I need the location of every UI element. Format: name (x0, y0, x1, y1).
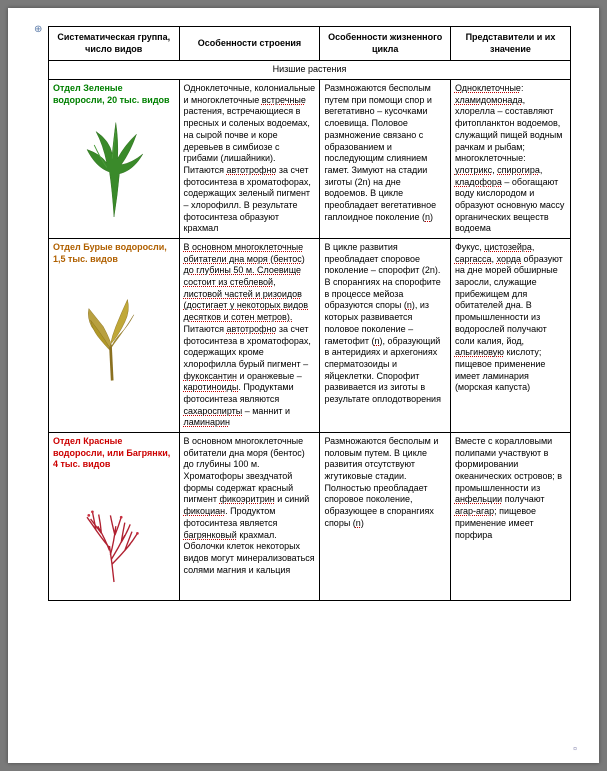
group-cell: Отдел Зеленые водоросли, 20 тыс. видов (49, 80, 180, 239)
table-row: Отдел Бурые водоросли, 1,5 тыс. видовВ о… (49, 239, 571, 433)
section-title: Низшие растения (49, 61, 571, 80)
header-systematic-group: Систематическая группа, число видов (49, 27, 180, 61)
brown-algae-illustration (53, 271, 175, 391)
algae-classification-table: Систематическая группа, число видов Особ… (48, 26, 571, 601)
group-cell: Отдел Бурые водоросли, 1,5 тыс. видов (49, 239, 180, 433)
representatives-cell: Вместе с коралловыми полипами участвуют … (450, 433, 570, 601)
structure-cell: В основном многоклеточные обитатели дна … (179, 433, 320, 601)
structure-cell: В основном многоклеточные обитатели дна … (179, 239, 320, 433)
header-lifecycle-features: Особенности жизненного цикла (320, 27, 451, 61)
table-anchor-icon: ⊕ (34, 24, 42, 35)
structure-cell: Одноклеточные, колониальные и многоклето… (179, 80, 320, 239)
group-title: Отдел Зеленые водоросли, 20 тыс. видов (53, 83, 175, 106)
group-title: Отдел Красные водоросли, или Багрянки, 4… (53, 436, 175, 471)
red-algae-illustration (53, 477, 175, 597)
document-page: ⊕ Систематическая группа, число видов Ос… (8, 8, 599, 763)
green-algae-illustration (53, 112, 175, 232)
header-representatives: Представители и их значение (450, 27, 570, 61)
section-row: Низшие растения (49, 61, 571, 80)
lifecycle-cell: В цикле развития преобладает споровое по… (320, 239, 451, 433)
table-row: Отдел Красные водоросли, или Багрянки, 4… (49, 433, 571, 601)
table-row: Отдел Зеленые водоросли, 20 тыс. видовОд… (49, 80, 571, 239)
group-cell: Отдел Красные водоросли, или Багрянки, 4… (49, 433, 180, 601)
representatives-cell: Фукус, цистозейра, саргасса, хорда образ… (450, 239, 570, 433)
header-structure-features: Особенности строения (179, 27, 320, 61)
lifecycle-cell: Размножаются бесполым путем при помощи с… (320, 80, 451, 239)
lifecycle-cell: Размножаются бесполым и половым путем. В… (320, 433, 451, 601)
table-header-row: Систематическая группа, число видов Особ… (49, 27, 571, 61)
corner-mark: ¤ (573, 746, 577, 753)
representatives-cell: Одноклеточные: хламидомонада, хлорелла –… (450, 80, 570, 239)
group-title: Отдел Бурые водоросли, 1,5 тыс. видов (53, 242, 175, 265)
